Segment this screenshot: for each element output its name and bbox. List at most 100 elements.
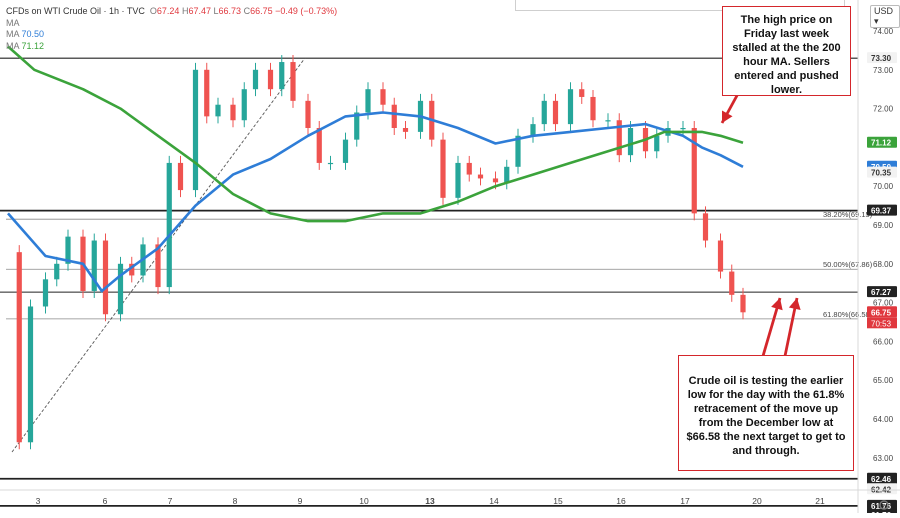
ma-line-blue (7, 111, 744, 293)
ma-label: MA (6, 17, 20, 28)
candle-body (354, 112, 360, 140)
price-tag (867, 166, 897, 178)
candle-body (455, 162, 461, 198)
candle-body (241, 89, 247, 121)
candle-body (380, 89, 386, 105)
candle-body (515, 135, 521, 167)
fib-label: 50.00%(67.86) (823, 260, 873, 269)
currency-selector[interactable]: USD ▾ (870, 5, 900, 28)
candle-body (192, 69, 199, 191)
time-axis[interactable]: 3 6 7 8 9 10 13 14 15 16 17 20 21 (36, 496, 825, 506)
price-tag (867, 306, 897, 318)
candle-body (290, 62, 296, 101)
candle-body (305, 100, 311, 128)
candle-body (316, 128, 322, 163)
x-tick-label: 8 (233, 496, 238, 506)
ma-row-3[interactable]: MA 71.12 (6, 41, 337, 53)
candle-body (16, 252, 22, 443)
ohlc-low: L66.73 (213, 6, 242, 16)
ohlc-close: C66.75 (243, 6, 273, 16)
y-tick-label: 69.00 (873, 221, 894, 230)
price-tag-label: 69.37 (871, 207, 892, 216)
price-axis[interactable]: 74.00 73.00 72.00 70.00 69.00 68.00 67.00 66.00… (867, 27, 897, 518)
chevron-down-icon: ▾ (874, 16, 879, 26)
ma-row-1[interactable]: MA (6, 18, 337, 30)
ma-label: MA (6, 40, 20, 51)
countdown-tag (867, 317, 897, 329)
candle-body (42, 279, 49, 307)
candle-body (492, 178, 499, 183)
price-tag (867, 204, 897, 216)
x-tick-label: 14 (489, 496, 499, 506)
arrow-head (722, 110, 733, 123)
candle-body (680, 128, 686, 130)
x-tick-label: 3 (36, 496, 41, 506)
annotation-callout-bottom: Crude oil is testing the earlier low for… (678, 355, 854, 471)
ma-value: 70.50 (21, 29, 45, 39)
candle-body (391, 104, 397, 128)
candle-body (117, 263, 124, 315)
y-tick-label: 64.00 (873, 415, 894, 424)
fib-label: 61.80%(66.58) (823, 310, 873, 319)
legend-header: CFDs on WTI Crude Oil · 1h · TVC O67.24 … (6, 6, 337, 52)
price-tag (867, 472, 897, 484)
candle-body (342, 139, 349, 163)
y-tick-label: 70.00 (873, 182, 894, 191)
candle-body (552, 100, 559, 125)
x-tick-label: 13 (425, 496, 435, 506)
top-toolbar[interactable] (515, 0, 845, 11)
fibonacci-levels: 38.20%(69.15) 50.00%(67.86) 61.80%(66.58) (6, 210, 873, 320)
arrow-head (788, 298, 801, 310)
candle-body (541, 100, 547, 125)
candle-body (365, 89, 371, 113)
price-tag-label: 71.12 (871, 139, 892, 148)
candle-body (530, 124, 536, 136)
candle-body (504, 166, 510, 183)
y-tick-label: 63.00 (873, 454, 894, 463)
ma-label: MA (6, 29, 20, 39)
symbol-row[interactable]: CFDs on WTI Crude Oil · 1h · TVC O67.24 … (6, 6, 337, 18)
candle-body (166, 162, 172, 288)
annotation-callout-top: The high price on Friday last week stall… (722, 6, 851, 96)
currency-label: USD (874, 6, 894, 16)
candle-body (627, 128, 634, 156)
ohlc-high: H67.47 (181, 6, 211, 16)
candle-body (267, 69, 274, 90)
candle-body (590, 96, 596, 121)
candle-body (91, 240, 97, 291)
x-tick-label: 20 (752, 496, 762, 506)
x-tick-label: 15 (553, 496, 563, 506)
y-tick-label: 66.00 (873, 337, 894, 346)
y-tick-label: 65.00 (873, 376, 894, 385)
moving-averages (7, 45, 744, 293)
candle-body (740, 294, 746, 313)
x-tick-label: 16 (616, 496, 626, 506)
price-tag (867, 499, 897, 511)
candle-body (466, 162, 472, 175)
candle-body (215, 104, 221, 117)
y-tick-label: 67.00 (873, 299, 894, 308)
candlesticks (16, 55, 746, 450)
y-tick-label: 72.00 (873, 105, 894, 114)
price-tag-label: 61.76 (871, 502, 892, 511)
price-tag (867, 52, 897, 64)
candle-body (279, 62, 285, 90)
candle-body (440, 139, 446, 198)
price-tag-label: 73.30 (871, 54, 892, 63)
candle-body (717, 240, 724, 272)
candle-body (605, 120, 611, 122)
price-change: −0.49 (−0.73%) (275, 6, 338, 16)
y-tick-label: 73.00 (873, 66, 894, 75)
settings-gear-icon[interactable] (879, 500, 889, 510)
candle-body (616, 120, 622, 156)
candle-body (654, 135, 660, 152)
countdown-label: 70:53 (871, 319, 892, 328)
ma-row-2[interactable]: MA 70.50 (6, 29, 337, 41)
candle-body (729, 271, 735, 295)
price-tag (867, 286, 897, 298)
x-tick-label: 17 (680, 496, 690, 506)
candle-body (477, 174, 484, 179)
price-tag-label: 67.27 (871, 288, 892, 297)
fib-label: 38.20%(69.15) (823, 210, 873, 219)
